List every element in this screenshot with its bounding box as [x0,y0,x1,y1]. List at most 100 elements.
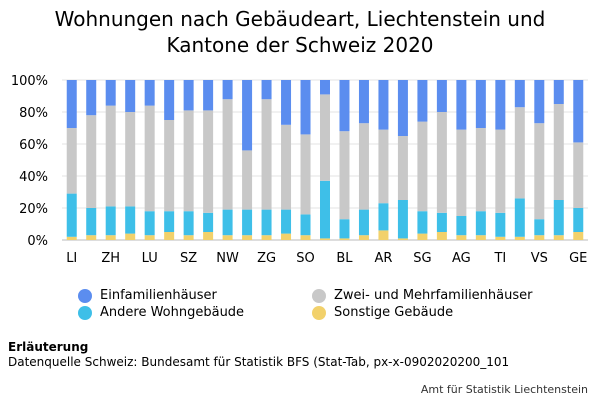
bar-segment [242,209,253,236]
chart-title-line2: Kantone der Schweiz 2020 [166,33,434,57]
bar-segment [456,129,467,216]
bar-segment [144,80,155,106]
bar-segment [320,80,330,95]
bar-segment [86,208,97,236]
bar-segment [86,115,97,208]
legend-swatch-einfamilienhaeuser [78,289,92,303]
bar-segment [66,236,77,240]
bar-segment [261,80,272,100]
bar-segment [144,235,155,240]
x-tick-label: VS [531,251,548,266]
bar-segment [242,235,253,240]
bar-segment [281,209,292,234]
bar-segment [378,203,389,231]
x-tick-label: ZH [101,251,120,266]
bar-segment [495,80,506,130]
bar-segment [378,80,389,130]
bar-segment [203,80,214,111]
bar-segment [495,212,506,237]
chart-title-line1: Wohnungen nach Gebäudeart, Liechtenstein… [54,7,546,31]
bar-segment [222,80,233,100]
bar-segment [164,120,175,212]
y-tick-label: 0% [27,234,48,249]
bar-segment [358,209,369,236]
bar-segment [378,129,389,204]
bar-segment [456,216,467,236]
legend-item-einfamilienhaeuser: Einfamilienhäuser [78,288,217,304]
bar-segment [573,208,584,232]
bar-segment [300,235,311,240]
bar-segment [66,80,77,128]
bar-segment [378,230,389,240]
bar-segment [86,80,97,116]
bar-segment [358,80,369,124]
bar-segment [164,211,175,232]
legend-label-zwei-und-mehrfamilienhaeuser: Zwei- und Mehrfamilienhäuser [334,288,533,303]
x-tick-label: SO [296,251,314,266]
bar-segment [553,80,564,104]
stacked-bar-chart: 0% 20% 40% 60% 80% 100% LI ZH LU SZ NW ZG SO BL AR SG AG… [11,74,588,266]
x-tick-label: TI [493,251,506,266]
bar-segment [553,235,564,240]
bar-segment [183,110,194,212]
bar-segment [495,236,506,240]
bar-segment [339,80,350,132]
bar-segment [222,209,233,236]
bar-segment [514,198,525,237]
bar-segment [397,238,408,240]
bar-segment [417,80,428,122]
bar-segment [417,233,428,240]
bar-segment [125,233,136,240]
bar-segment [475,128,486,212]
note-heading: Erläuterung [8,340,89,354]
bar-segment [339,219,350,239]
bar-segment [203,232,214,240]
y-tick-label: 80% [19,106,48,121]
bar-segment [553,200,564,236]
bar-segment [417,211,428,234]
legend-item-andere-wohngebaeude: Andere Wohngebäude [78,305,244,321]
bar-segment [281,80,292,125]
bar-segment [320,180,330,239]
x-tick-label: SG [413,251,431,266]
chart-title: Wohnungen nach Gebäudeart, Liechtenstein… [0,6,600,58]
bar-segment [66,193,77,237]
bar-segment [105,105,116,207]
note-text: Datenquelle Schweiz: Bundesamt für Stati… [8,355,510,369]
bar-segment [183,80,194,111]
bar-segment [105,235,116,240]
legend-label-sonstige-gebaeude: Sonstige Gebäude [334,305,454,320]
bar-segment [436,212,447,232]
bar-segment [456,80,467,130]
bar-segment [573,232,584,240]
legend-label-andere-wohngebaeude: Andere Wohngebäude [100,305,245,320]
bar-segment [183,235,194,240]
bar-segment [320,238,330,240]
bar-segment [397,200,408,239]
bar-segment [281,233,292,240]
x-tick-label: LU [142,251,158,266]
legend-item-zwei-und-mehrfamilienhaeuser: Zwei- und Mehrfamilienhäuser [312,288,532,304]
bar-segment [534,235,545,240]
y-tick-label: 100% [11,74,48,89]
bar-segment [436,232,447,240]
bar-segment [105,80,116,106]
bar-segment [534,80,545,124]
bar-segment [183,211,194,236]
bar-segment [475,235,486,240]
x-tick-label: AG [452,251,471,266]
bar-segment [339,131,350,220]
bar-segment [573,80,584,143]
bar-segment [495,129,506,213]
x-tick-label: LI [66,251,77,266]
bar-segment [105,206,116,236]
bar-segment [164,80,175,120]
y-tick-label: 40% [19,170,48,185]
bar-segment [436,80,447,112]
bar-segment [222,99,233,210]
bar-segment [573,142,584,208]
bar-segment [164,232,175,240]
bar-segment [358,235,369,240]
bar-segment [475,80,486,128]
legend-swatch-sonstige-gebaeude [312,306,326,320]
